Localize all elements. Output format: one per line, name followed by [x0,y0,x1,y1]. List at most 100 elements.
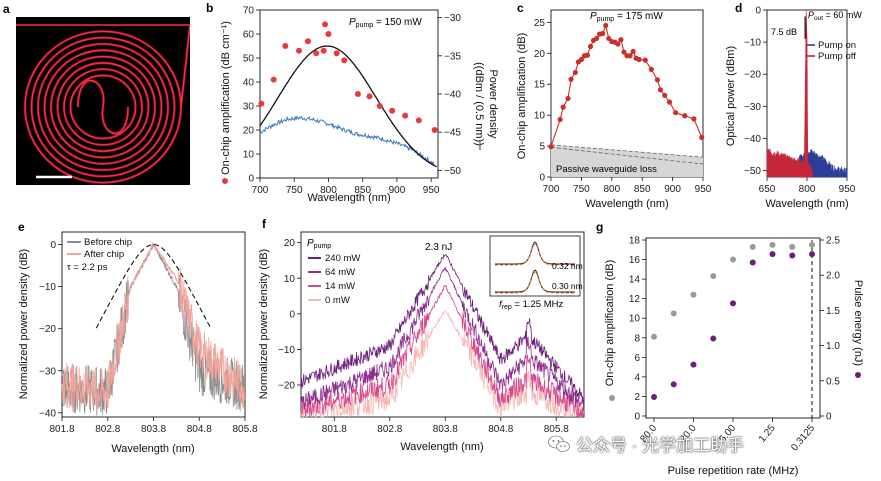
amplification-point-c [572,69,578,76]
pulse-energy-point-g [749,259,756,266]
pulse-energy-point-g [789,252,796,259]
trace-64mw [300,266,585,412]
amplification-point-c [636,56,642,63]
spiral-ring [50,55,156,159]
ylabel-left-g: On-chip amplification (dB) [604,260,616,387]
e-ytick-tick-label: −10 [39,282,56,293]
g-ytick-left-tick-label: 12 [629,294,641,305]
amplification-point-b [354,91,361,97]
ylabel-right2-b: ((dBm / (0.5 nm)) [473,62,485,146]
legend-0mw: 0 mW [325,295,350,306]
pump-legend-title: Ppump [307,238,331,250]
f-xtick-tick-label: 803.8 [433,424,458,435]
xlabel-e: Wavelength (nm) [111,443,194,455]
ylabel-right-b: Power density [487,69,499,139]
amplification-point-c [568,76,574,82]
amplification-point-b [389,107,396,114]
b-xtick-tick-label: 750 [286,185,303,196]
b-ytick-left-tick-label: 60 [243,30,255,41]
e-xtick-tick-label: 805.8 [232,424,257,435]
g-ytick-left-tick-label: 16 [629,255,641,266]
d-ytick-tick-label: −40 [744,134,761,145]
d-ytick-tick-label: −20 [744,70,761,81]
ylabel-right-g: Pulse energy (nJ) [852,280,864,366]
panel-e: e 801.8 802.8 803.8 804.8 805.8 0 −10 −20 −30 −40… [18,220,258,455]
amplification-point-c [627,53,633,59]
amplification-point-c [565,95,571,102]
legend-14mw: 14 mW [325,281,355,292]
legend-before-chip: Before chip [84,237,132,248]
inset-fit-bottom [495,271,575,294]
g-ytick-left-tick-label: 18 [629,236,641,247]
inset-fit-top [495,243,575,266]
amplification-point-c [560,104,566,110]
trace-14mw [300,284,585,418]
legend-pump-on: Pump on [818,40,856,51]
b-xtick-tick-label: 850 [354,185,371,196]
c-ytick-tick-label: 20 [534,49,546,60]
amplification-point-c [630,48,636,55]
inset-width-bottom: 0.30 nm [552,281,583,291]
amplification-point-b [282,43,289,49]
b-ytick-left-tick-label: 20 [243,126,255,137]
g-ytick-right-tick-label: 2.0 [826,271,840,282]
amplification-point-b [333,50,340,57]
e-ytick-tick-label: −40 [39,408,56,419]
amplification-point-b [296,47,303,54]
spiral-waveguide-photo [16,17,191,185]
spiral-waveguide-image [16,24,191,184]
spiral-ring [69,74,137,140]
c-ytick-tick-label: 10 [534,111,546,122]
amplification-point-b [366,93,373,100]
pulse-energy-label: 2.3 nJ [425,242,452,253]
b-ytick-right-tick-label: −35 [444,51,461,62]
c-ytick-tick-label: 15 [534,80,546,91]
watermark: 公众号 · 光学加工助手 [548,431,744,456]
power-density-trace [259,115,435,166]
d-xtick-tick-label: 950 [839,184,856,195]
g-ytick-right-tick-label: 1.0 [826,341,840,352]
output-power-label: Pout = 60 mW [808,10,862,22]
inset-frame-f [489,235,581,297]
c-xtick-tick-label: 800 [603,184,620,195]
g-ytick-right-tick-label: 0.5 [826,376,840,387]
b-ytick-right-tick-label: −50 [444,166,461,177]
legend-64mw: 64 mW [325,267,355,278]
panel-d: d 650 800 950 −50 −40 −30 −20 −10 0 Pout = 60 mW… [725,1,862,210]
amplification-point-b [304,38,311,45]
f-ytick-tick-label: −20 [278,380,295,391]
amplification-point-c [621,49,627,55]
g-ytick-left-tick-label: 8 [634,333,640,344]
g-ytick-left-tick-label: 6 [634,353,640,364]
xlabel-f: Wavelength (nm) [400,441,483,453]
b-ytick-left-tick-label: 10 [243,150,255,161]
passive-loss-lower-line [550,146,704,165]
g-ytick-left-tick-label: 0 [634,412,640,423]
amplification-point-c [587,43,594,50]
b-ytick-left-tick-label: 0 [248,174,254,185]
c-xtick-tick-label: 750 [573,184,590,195]
g-xtick-label: 0.3125 [789,423,817,454]
panel-label-a: a [3,2,10,16]
d-ytick-tick-label: 0 [755,6,761,17]
amplification-point-b [341,57,348,64]
watermark-text: 公众号 · 光学加工助手 [576,436,745,455]
legend-after-chip: After chip [84,249,124,260]
panel-f: f 801.8 802.8 803.8 804.8 805.8 20 10 0 −10 −20 P… [258,217,585,453]
plot-frame-f [300,231,585,418]
after-chip-trace [61,242,245,409]
amplification-point-b [313,50,320,57]
f-ytick-tick-label: −10 [278,345,295,356]
c-ytick-tick-label: 0 [539,173,545,184]
amplification-point-c [699,134,705,141]
g-ytick-left-tick-label: 4 [634,372,640,383]
b-xtick-tick-label: 900 [389,185,406,196]
c-xtick-tick-label: 900 [664,184,681,195]
amplification-point-g [690,291,697,298]
pulse-energy-point-g [690,361,697,368]
xlabel-d: Wavelength (nm) [765,198,848,210]
inset-trace-bottom [495,269,575,293]
b-xtick-tick-label: 950 [423,185,440,196]
b-xtick-tick-label: 800 [320,185,337,196]
